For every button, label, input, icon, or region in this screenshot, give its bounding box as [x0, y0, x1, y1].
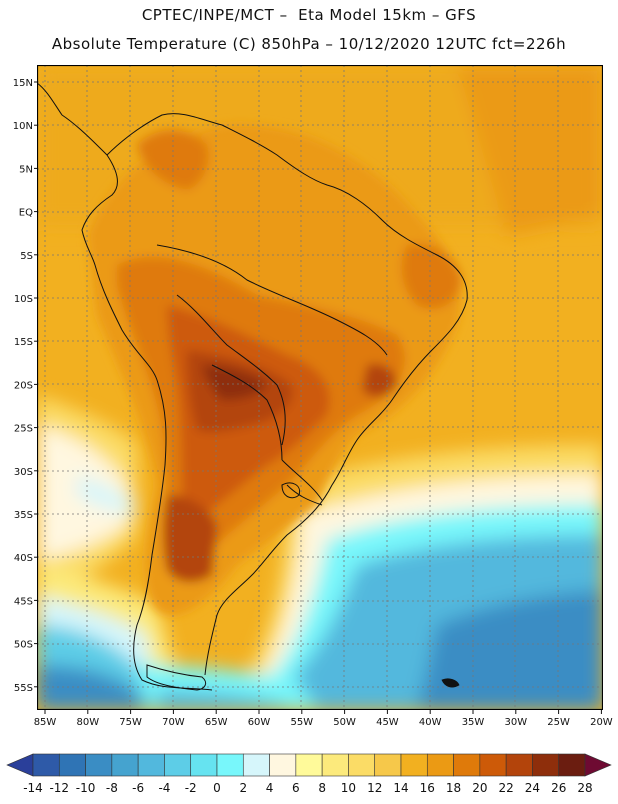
legend-swatch: [505, 753, 533, 777]
lat-label: EQ: [19, 208, 33, 219]
legend-swatch: [400, 753, 428, 777]
map-frame: [36, 64, 604, 711]
legend-swatch: [374, 753, 402, 777]
lon-label: 25W: [547, 717, 570, 728]
lat-label: 15S: [14, 337, 33, 348]
temperature-map: [36, 64, 604, 711]
legend-swatch: [137, 753, 165, 777]
legend-tick-label: 26: [551, 781, 566, 795]
legend-swatch: [453, 753, 481, 777]
legend-swatch: [269, 753, 297, 777]
lat-label: 30S: [14, 467, 33, 478]
legend-swatch: [426, 753, 454, 777]
lon-label: 35W: [462, 717, 485, 728]
legend-tick-label: 2: [239, 781, 247, 795]
legend-tick-label: 0: [213, 781, 221, 795]
lon-label: 40W: [419, 717, 442, 728]
legend-arrow-low: [6, 753, 34, 777]
latitude-labels: 15N 10N 5N EQ 5S 10S 15S 20S 25S 30S 35S 40S 45S 50S 5…: [13, 78, 37, 694]
lat-label: 45S: [14, 596, 33, 607]
lat-label: 25S: [14, 424, 33, 435]
map-title-line1: CPTEC/INPE/MCT – Eta Model 15km – GFS: [141, 6, 477, 24]
lat-label: 20S: [14, 380, 33, 391]
coastline: [37, 82, 468, 691]
legend-tick-label: -10: [76, 781, 96, 795]
lon-label: 55W: [290, 717, 313, 728]
lon-label: 65W: [205, 717, 228, 728]
legend-tick-label: 24: [525, 781, 540, 795]
legend-swatch: [164, 753, 192, 777]
legend-tick-label: 14: [393, 781, 408, 795]
legend-swatch: [532, 753, 560, 777]
lon-label: 30W: [504, 717, 527, 728]
legend-swatch: [85, 753, 113, 777]
graticule: [37, 65, 603, 710]
color-legend: -14 -12 -10 -8 -6 -4 -2 0 2 4 6 8 10 12 14 16 18 20 22 24 26…: [0, 740, 618, 800]
legend-tick-label: 8: [318, 781, 326, 795]
lat-label: 40S: [14, 553, 33, 564]
lon-label: 70W: [162, 717, 185, 728]
legend-tick-label: -6: [132, 781, 144, 795]
legend-tick-label: 22: [499, 781, 514, 795]
legend-arrow-high: [584, 753, 612, 777]
lon-label: 45W: [376, 717, 399, 728]
lat-label: 10S: [14, 294, 33, 305]
legend-tick-label: 20: [472, 781, 487, 795]
legend-tick-label: 12: [367, 781, 382, 795]
lon-label: 75W: [119, 717, 142, 728]
longitude-labels: 85W 80W 75W 70W 65W 60W 55W 50W 45W 40W 35W 30W 25W 2…: [34, 710, 613, 728]
lat-label: 55S: [14, 683, 33, 694]
lat-label: 15N: [13, 78, 33, 89]
lat-label: 50S: [14, 640, 33, 651]
legend-swatch: [479, 753, 507, 777]
lon-label: 60W: [248, 717, 271, 728]
temperature-field: [37, 65, 603, 710]
legend-swatch: [190, 753, 218, 777]
lon-label: 20W: [590, 717, 613, 728]
lon-label: 50W: [333, 717, 356, 728]
legend-tick-label: -14: [23, 781, 43, 795]
legend-tick-label: -8: [106, 781, 118, 795]
legend-swatch: [216, 753, 244, 777]
legend-tick-label: 6: [292, 781, 300, 795]
legend-tick-label: 16: [420, 781, 435, 795]
legend-swatch: [295, 753, 323, 777]
lat-label: 5S: [20, 251, 33, 262]
legend-tick-label: -4: [158, 781, 170, 795]
legend-swatch: [32, 753, 60, 777]
lat-label: 10N: [13, 121, 33, 132]
legend-tick-label: -2: [185, 781, 197, 795]
legend-tick-label: 18: [446, 781, 461, 795]
legend-swatch: [558, 753, 586, 777]
lon-label: 85W: [34, 717, 57, 728]
map-title-line2: Absolute Temperature (C) 850hPa – 10/12/…: [51, 35, 567, 53]
legend-tick-label: 28: [577, 781, 592, 795]
legend-tick-label: 10: [341, 781, 356, 795]
lat-label: 5N: [19, 164, 33, 175]
legend-swatch: [348, 753, 376, 777]
legend-swatch: [321, 753, 349, 777]
legend-tick-label: 4: [266, 781, 274, 795]
legend-tick-label: -12: [49, 781, 69, 795]
lon-label: 80W: [76, 717, 99, 728]
lat-label: 35S: [14, 510, 33, 521]
legend-swatch: [111, 753, 139, 777]
legend-swatch: [58, 753, 86, 777]
legend-swatch: [242, 753, 270, 777]
